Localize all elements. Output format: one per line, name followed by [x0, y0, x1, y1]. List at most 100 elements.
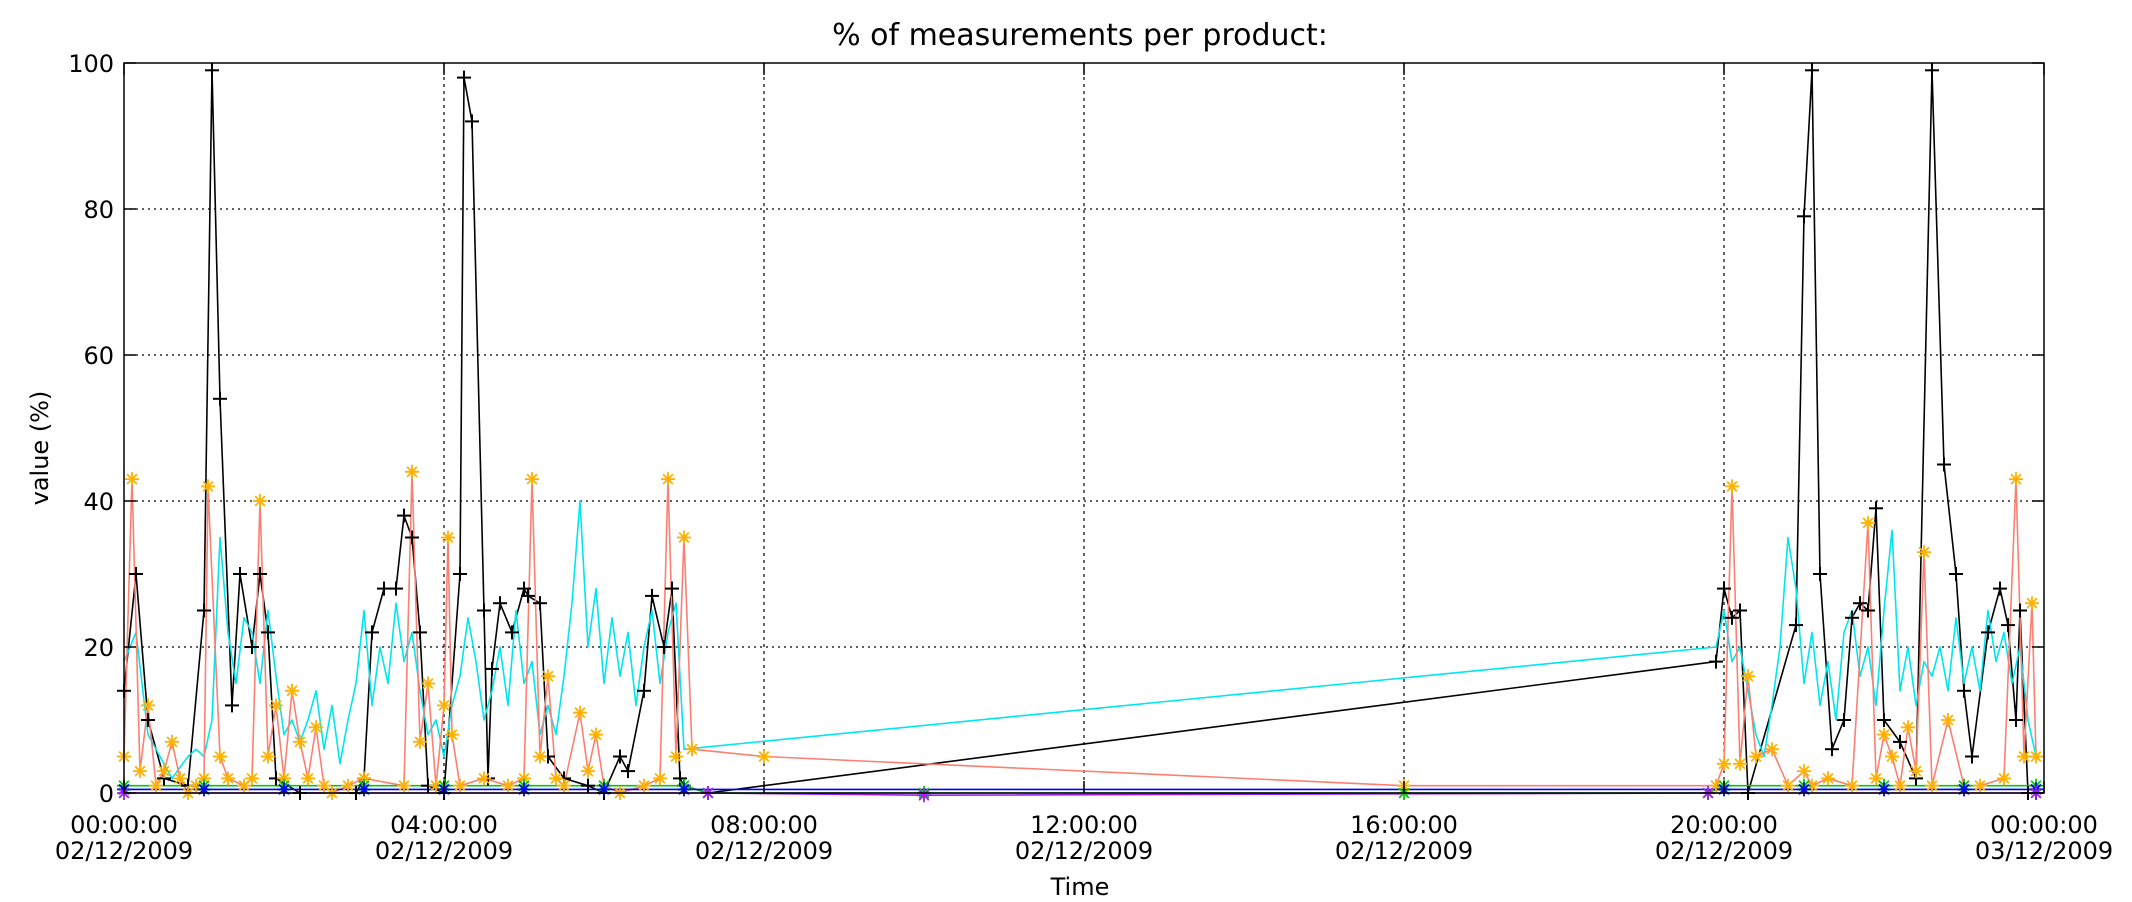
x-tick-date: 02/12/2009 — [55, 837, 193, 865]
gridlines — [124, 63, 2044, 793]
asterisk-marker — [397, 778, 411, 793]
asterisk-marker — [141, 698, 155, 713]
x-tick-date: 02/12/2009 — [695, 837, 833, 865]
asterisk-marker — [581, 764, 595, 779]
asterisk-marker — [237, 778, 251, 793]
asterisk-marker — [357, 782, 371, 797]
asterisk-marker — [301, 771, 315, 786]
x-tick-time: 16:00:00 — [1350, 811, 1458, 839]
asterisk-marker — [133, 764, 147, 779]
asterisk-marker — [669, 749, 683, 764]
y-axis-label: value (%) — [26, 391, 54, 506]
asterisk-marker — [1973, 778, 1987, 793]
asterisk-marker — [1893, 778, 1907, 793]
y-tick-label: 60 — [83, 342, 114, 370]
x-tick-date: 02/12/2009 — [1335, 837, 1473, 865]
asterisk-marker — [341, 778, 355, 793]
asterisk-marker — [261, 749, 275, 764]
asterisk-marker — [445, 727, 459, 742]
asterisk-marker — [1877, 782, 1891, 797]
y-tick-label: 20 — [83, 634, 114, 662]
asterisk-marker — [1805, 778, 1819, 793]
asterisk-marker — [2025, 596, 2039, 611]
asterisk-marker — [201, 479, 215, 494]
asterisk-marker — [757, 749, 771, 764]
asterisk-marker — [437, 698, 451, 713]
asterisk-marker — [517, 782, 531, 797]
asterisk-marker — [309, 720, 323, 735]
asterisk-marker — [293, 734, 307, 749]
asterisk-marker — [677, 530, 691, 545]
asterisk-marker — [277, 782, 291, 797]
asterisk-marker — [661, 472, 675, 487]
asterisk-marker — [597, 782, 611, 797]
asterisk-marker — [2009, 472, 2023, 487]
y-tick-label: 0 — [99, 780, 114, 808]
asterisk-marker — [1869, 771, 1883, 786]
chart-title: % of measurements per product: — [832, 18, 1328, 53]
asterisk-marker — [1925, 778, 1939, 793]
asterisk-marker — [221, 771, 235, 786]
series-line-1 — [123, 500, 2037, 780]
asterisk-marker — [517, 771, 531, 786]
x-tick-date: 02/12/2009 — [1015, 837, 1153, 865]
asterisk-marker — [317, 778, 331, 793]
asterisk-marker — [1717, 756, 1731, 771]
asterisk-marker — [917, 788, 931, 803]
asterisk-marker — [413, 734, 427, 749]
x-tick-time: 00:00:00 — [70, 811, 178, 839]
asterisk-marker — [2017, 749, 2031, 764]
asterisk-marker — [1749, 749, 1763, 764]
asterisk-marker — [1917, 545, 1931, 560]
asterisk-marker — [253, 494, 267, 508]
asterisk-marker — [1941, 713, 1955, 727]
asterisk-marker — [1733, 756, 1747, 771]
asterisk-marker — [1877, 727, 1891, 742]
asterisk-marker — [1765, 742, 1779, 757]
asterisk-marker — [357, 771, 371, 786]
asterisk-marker — [685, 742, 699, 757]
asterisk-marker — [525, 472, 539, 487]
asterisk-marker — [421, 676, 435, 691]
asterisk-marker — [501, 778, 515, 793]
asterisk-marker — [1797, 782, 1811, 797]
asterisk-marker — [245, 771, 259, 786]
asterisk-marker — [453, 778, 467, 793]
asterisk-marker — [197, 782, 211, 797]
asterisk-marker — [637, 778, 651, 793]
marker-layer — [117, 63, 2043, 803]
x-tick-date: 02/12/2009 — [1655, 837, 1793, 865]
asterisk-marker — [1709, 778, 1723, 793]
asterisk-marker — [173, 771, 187, 786]
asterisk-marker — [213, 749, 227, 764]
asterisk-marker — [677, 782, 691, 797]
asterisk-marker — [1741, 669, 1755, 684]
asterisk-marker — [189, 778, 203, 793]
asterisk-marker — [653, 771, 667, 786]
asterisk-marker — [1821, 771, 1835, 786]
asterisk-marker — [277, 771, 291, 786]
asterisk-marker — [1797, 764, 1811, 779]
asterisk-marker — [557, 778, 571, 793]
asterisk-marker — [1861, 515, 1875, 530]
asterisk-marker — [549, 771, 563, 786]
asterisk-marker — [125, 472, 139, 487]
asterisk-marker — [1845, 778, 1859, 793]
asterisk-marker — [441, 530, 455, 545]
x-tick-time: 04:00:00 — [390, 811, 498, 839]
y-tick-label: 40 — [83, 488, 114, 516]
y-tick-label: 100 — [68, 50, 114, 78]
asterisk-marker — [269, 698, 283, 713]
asterisk-marker — [589, 727, 603, 742]
asterisk-marker — [1909, 764, 1923, 779]
x-tick-date: 03/12/2009 — [1975, 837, 2113, 865]
x-tick-time: 00:00:00 — [1990, 811, 2098, 839]
asterisk-marker — [165, 734, 179, 749]
asterisk-marker — [149, 778, 163, 793]
y-axis: 0 20 40 60 80 100 — [68, 50, 2044, 808]
asterisk-marker — [1725, 479, 1739, 494]
x-axis-label: Time — [1050, 873, 1110, 901]
asterisk-marker — [197, 771, 211, 786]
